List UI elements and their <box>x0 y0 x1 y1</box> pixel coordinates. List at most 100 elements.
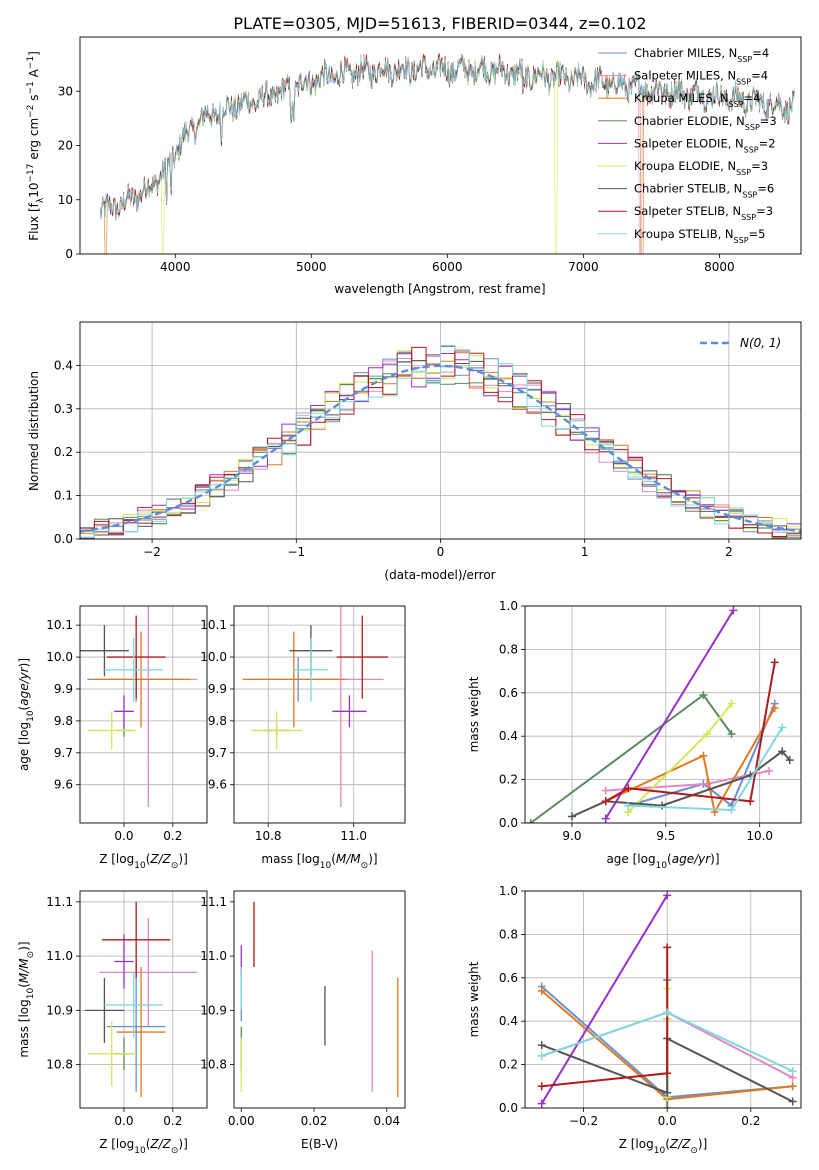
y-tick-label: 1.0 <box>499 599 518 613</box>
x-tick-label: 0.0 <box>658 1114 677 1128</box>
x-tick-label: 1 <box>581 545 589 559</box>
weight-marker-kroupa-miles <box>788 1082 797 1091</box>
errorbar-salpeter-elodie <box>332 695 367 728</box>
errorbar-kroupa-miles <box>116 966 166 1098</box>
legend-label-kroupa-elodie: Kroupa ELODIE, NSSP=3 <box>634 159 768 177</box>
x-tick-label: 0.0 <box>114 1114 133 1128</box>
y-tick-label: 0.2 <box>54 445 73 459</box>
y-tick-label: 0.3 <box>54 402 73 416</box>
legend-normal-label: N(0, 1) <box>740 336 781 350</box>
z-weight-axes-ylabel: mass weight <box>467 961 481 1037</box>
weight-line-salpeter-stelib <box>541 947 669 1088</box>
weight-line-salpeter-elodie <box>604 609 735 820</box>
y-tick-label: 0.1 <box>54 489 73 503</box>
z-mass-axes-ylabel: mass [log10(M/M⊙)] <box>17 941 36 1057</box>
histogram-kroupa-stelib <box>80 345 801 538</box>
weight-marker-chabrier-stelib <box>658 801 667 810</box>
weight-marker-salpeter-elodie <box>601 814 610 823</box>
errorbar-salpeter-miles <box>99 918 198 1027</box>
weight-line-chabrier-miles <box>628 703 776 808</box>
y-tick-label: 9.7 <box>54 746 73 760</box>
plot-area <box>80 606 198 808</box>
y-tick-label: 0 <box>65 247 73 261</box>
x-tick-label: −1 <box>287 545 305 559</box>
errorbar-kroupa-stelib <box>104 972 164 1038</box>
histogram-axes: −2 −1 0 1 2 0.0 0.1 0.2 0.3 0.4 N(0, 1) (data-model… <box>27 321 802 582</box>
x-tick-label: 2 <box>725 545 733 559</box>
weight-marker-kroupa-elodie <box>703 730 712 739</box>
plot-area <box>242 606 388 808</box>
plot-area <box>100 52 795 254</box>
x-tick-label: 0.04 <box>373 1114 400 1128</box>
x-tick-label: 0.2 <box>163 1114 182 1128</box>
axes-frame <box>233 605 406 824</box>
axes-frame <box>79 890 208 1109</box>
y-tick-label: 9.6 <box>208 778 227 792</box>
plot-area <box>526 606 794 823</box>
y-tick-label: 0.4 <box>54 358 73 372</box>
y-tick-label: 0.4 <box>499 729 518 743</box>
z-mass-axes-xlabel: Z [log10(Z/Z⊙)] <box>99 1137 188 1156</box>
z-age-axes: 0.0 0.2 9.6 9.7 9.8 9.9 10.0 10.1 Z [log10(Z/Z⊙)… <box>17 605 208 871</box>
x-tick-label: 0.2 <box>741 1114 760 1128</box>
weight-marker-kroupa-miles <box>537 986 546 995</box>
x-tick-label: 5000 <box>296 260 327 274</box>
age-weight-axes-ylabel: mass weight <box>467 676 481 752</box>
x-tick-label: 0.02 <box>301 1114 328 1128</box>
histogram-ylabel: Normed distribution <box>27 371 41 491</box>
y-tick-label: 11.1 <box>200 895 227 909</box>
weight-line-kroupa-miles <box>605 707 776 815</box>
y-tick-label: 0.0 <box>54 532 73 546</box>
y-tick-label: 10.0 <box>46 650 73 664</box>
axes-frame <box>524 890 802 1109</box>
errorbar-kroupa-elodie <box>87 711 137 750</box>
weight-marker-salpeter-miles <box>765 766 774 775</box>
y-tick-label: 0.6 <box>499 686 518 700</box>
x-tick-label: 0.0 <box>114 829 133 843</box>
z-age-axes-xlabel: Z [log10(Z/Z⊙)] <box>99 852 188 871</box>
y-tick-label: 10.8 <box>46 1058 73 1072</box>
weight-marker-kroupa-stelib <box>537 1051 546 1060</box>
x-tick-label: −2 <box>143 545 161 559</box>
y-tick-label: 9.9 <box>54 682 73 696</box>
y-tick-label: 9.6 <box>54 778 73 792</box>
mass-age-axes: 10.8 11.0 9.6 9.7 9.8 9.9 10.0 10.1 mass [log10(… <box>200 605 406 871</box>
z-weight-axes: −0.2 0.0 0.2 0.0 0.2 0.4 0.6 0.8 1.0 Z [log10(Z/Z… <box>467 884 802 1156</box>
weight-marker-salpeter-stelib <box>624 784 633 793</box>
x-tick-label: 10.0 <box>746 829 773 843</box>
figure-title: PLATE=0305, MJD=51613, FIBERID=0344, z=0… <box>233 14 646 33</box>
legend-label-salpeter-elodie: Salpeter ELODIE, NSSP=2 <box>634 136 776 154</box>
spectrum-xlabel: wavelength [Angstrom, rest frame] <box>334 282 545 296</box>
y-tick-label: 20 <box>58 139 73 153</box>
y-tick-label: 10.9 <box>200 1003 227 1017</box>
weight-marker-kroupa-stelib <box>778 723 787 732</box>
errorbar-kroupa-stelib <box>293 637 329 702</box>
age-weight-axes-xlabel: age [log10(age/yr)] <box>606 852 719 871</box>
axes-frame <box>79 605 208 824</box>
errorbar-salpeter-stelib <box>106 615 166 699</box>
age-weight-axes: 9.0 9.5 10.0 0.0 0.2 0.4 0.6 0.8 1.0 age [log10(a… <box>467 599 802 871</box>
weight-marker-salpeter-stelib <box>663 1069 672 1078</box>
x-tick-label: 9.0 <box>562 829 581 843</box>
spectrum-axes: 4000 5000 6000 7000 8000 0 10 20 30 wavelength [A… <box>26 36 802 296</box>
y-tick-label: 9.9 <box>208 682 227 696</box>
y-tick-label: 0.8 <box>499 927 518 941</box>
legend-label-chabrier-elodie: Chabrier ELODIE, NSSP=3 <box>634 114 777 132</box>
spectrum-line-kroupa-miles <box>100 53 795 254</box>
x-tick-label: 8000 <box>704 260 735 274</box>
y-tick-label: 10.1 <box>46 618 73 632</box>
y-tick-label: 0.0 <box>499 816 518 830</box>
weight-marker-chabrier-elodie <box>663 1104 672 1108</box>
errorbar-chabrier-stelib <box>80 625 129 677</box>
plot-area <box>537 891 797 1108</box>
weight-marker-chabrier-elodie <box>526 819 535 823</box>
plot-area <box>84 901 198 1098</box>
errorbar-salpeter-stelib <box>101 901 171 978</box>
x-tick-label: 0.00 <box>228 1114 255 1128</box>
errorbar-chabrier-miles <box>106 961 166 1092</box>
ebv-mass-axes-xlabel: E(B-V) <box>301 1137 338 1151</box>
weight-marker-chabrier-stelib <box>778 747 787 756</box>
errorbar-salpeter-elodie <box>114 695 134 728</box>
x-tick-label: 9.5 <box>656 829 675 843</box>
